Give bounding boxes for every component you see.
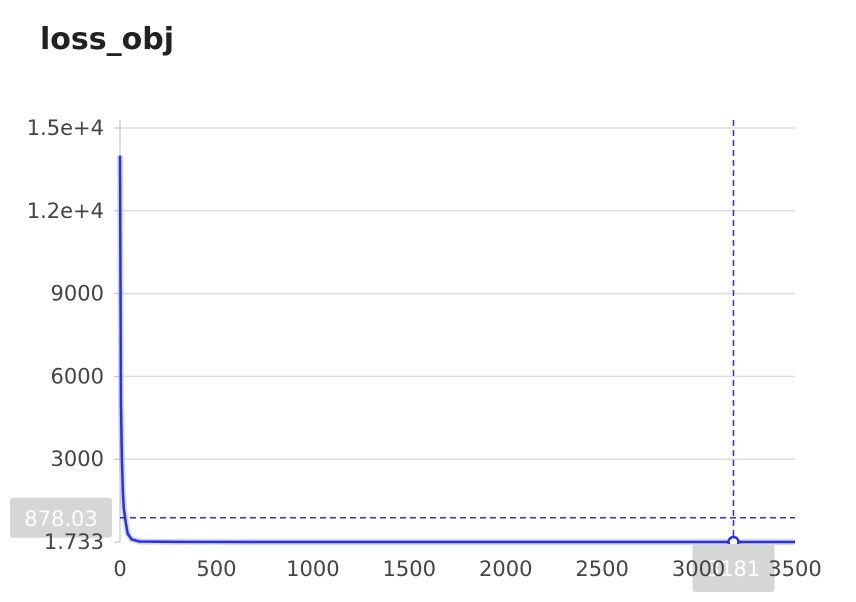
x-tick-label: 0 — [113, 557, 126, 581]
x-tick-label: 2000 — [479, 557, 532, 581]
x-tick-label: 500 — [196, 557, 236, 581]
grid-lines — [120, 127, 795, 460]
y-tick-label: 1.5e+4 — [27, 116, 104, 140]
y-tick-label: 1.733 — [44, 530, 104, 554]
series-layer — [117, 155, 795, 545]
hover-y-badge — [10, 497, 112, 538]
y-tick-label: 9000 — [51, 282, 104, 306]
y-tick-labels: 1.733 3000 6000 9000 1.2e+4 1.5e+4 — [27, 116, 104, 554]
series-halo — [117, 155, 795, 545]
hover-x-label: 3181 — [707, 557, 760, 581]
y-tick-label: 6000 — [51, 364, 104, 388]
x-tick-label: 1500 — [383, 557, 436, 581]
hover-y-label: 878.03 — [24, 507, 97, 531]
x-tick-labels: 0 500 1000 1500 2000 2500 3000 3500 — [113, 557, 821, 581]
x-tick-label: 3000 — [672, 557, 725, 581]
x-tick-label: 2500 — [575, 557, 628, 581]
hover-crosshair: 878.03 3181 — [10, 120, 795, 592]
x-tick-label: 3500 — [768, 557, 821, 581]
series-line — [118, 155, 795, 544]
y-tick-label: 3000 — [51, 447, 104, 471]
hover-x-badge — [692, 544, 775, 592]
y-tick-label: 1.2e+4 — [27, 199, 104, 223]
chart-title: loss_obj — [40, 22, 174, 57]
x-tick-label: 1000 — [286, 557, 339, 581]
